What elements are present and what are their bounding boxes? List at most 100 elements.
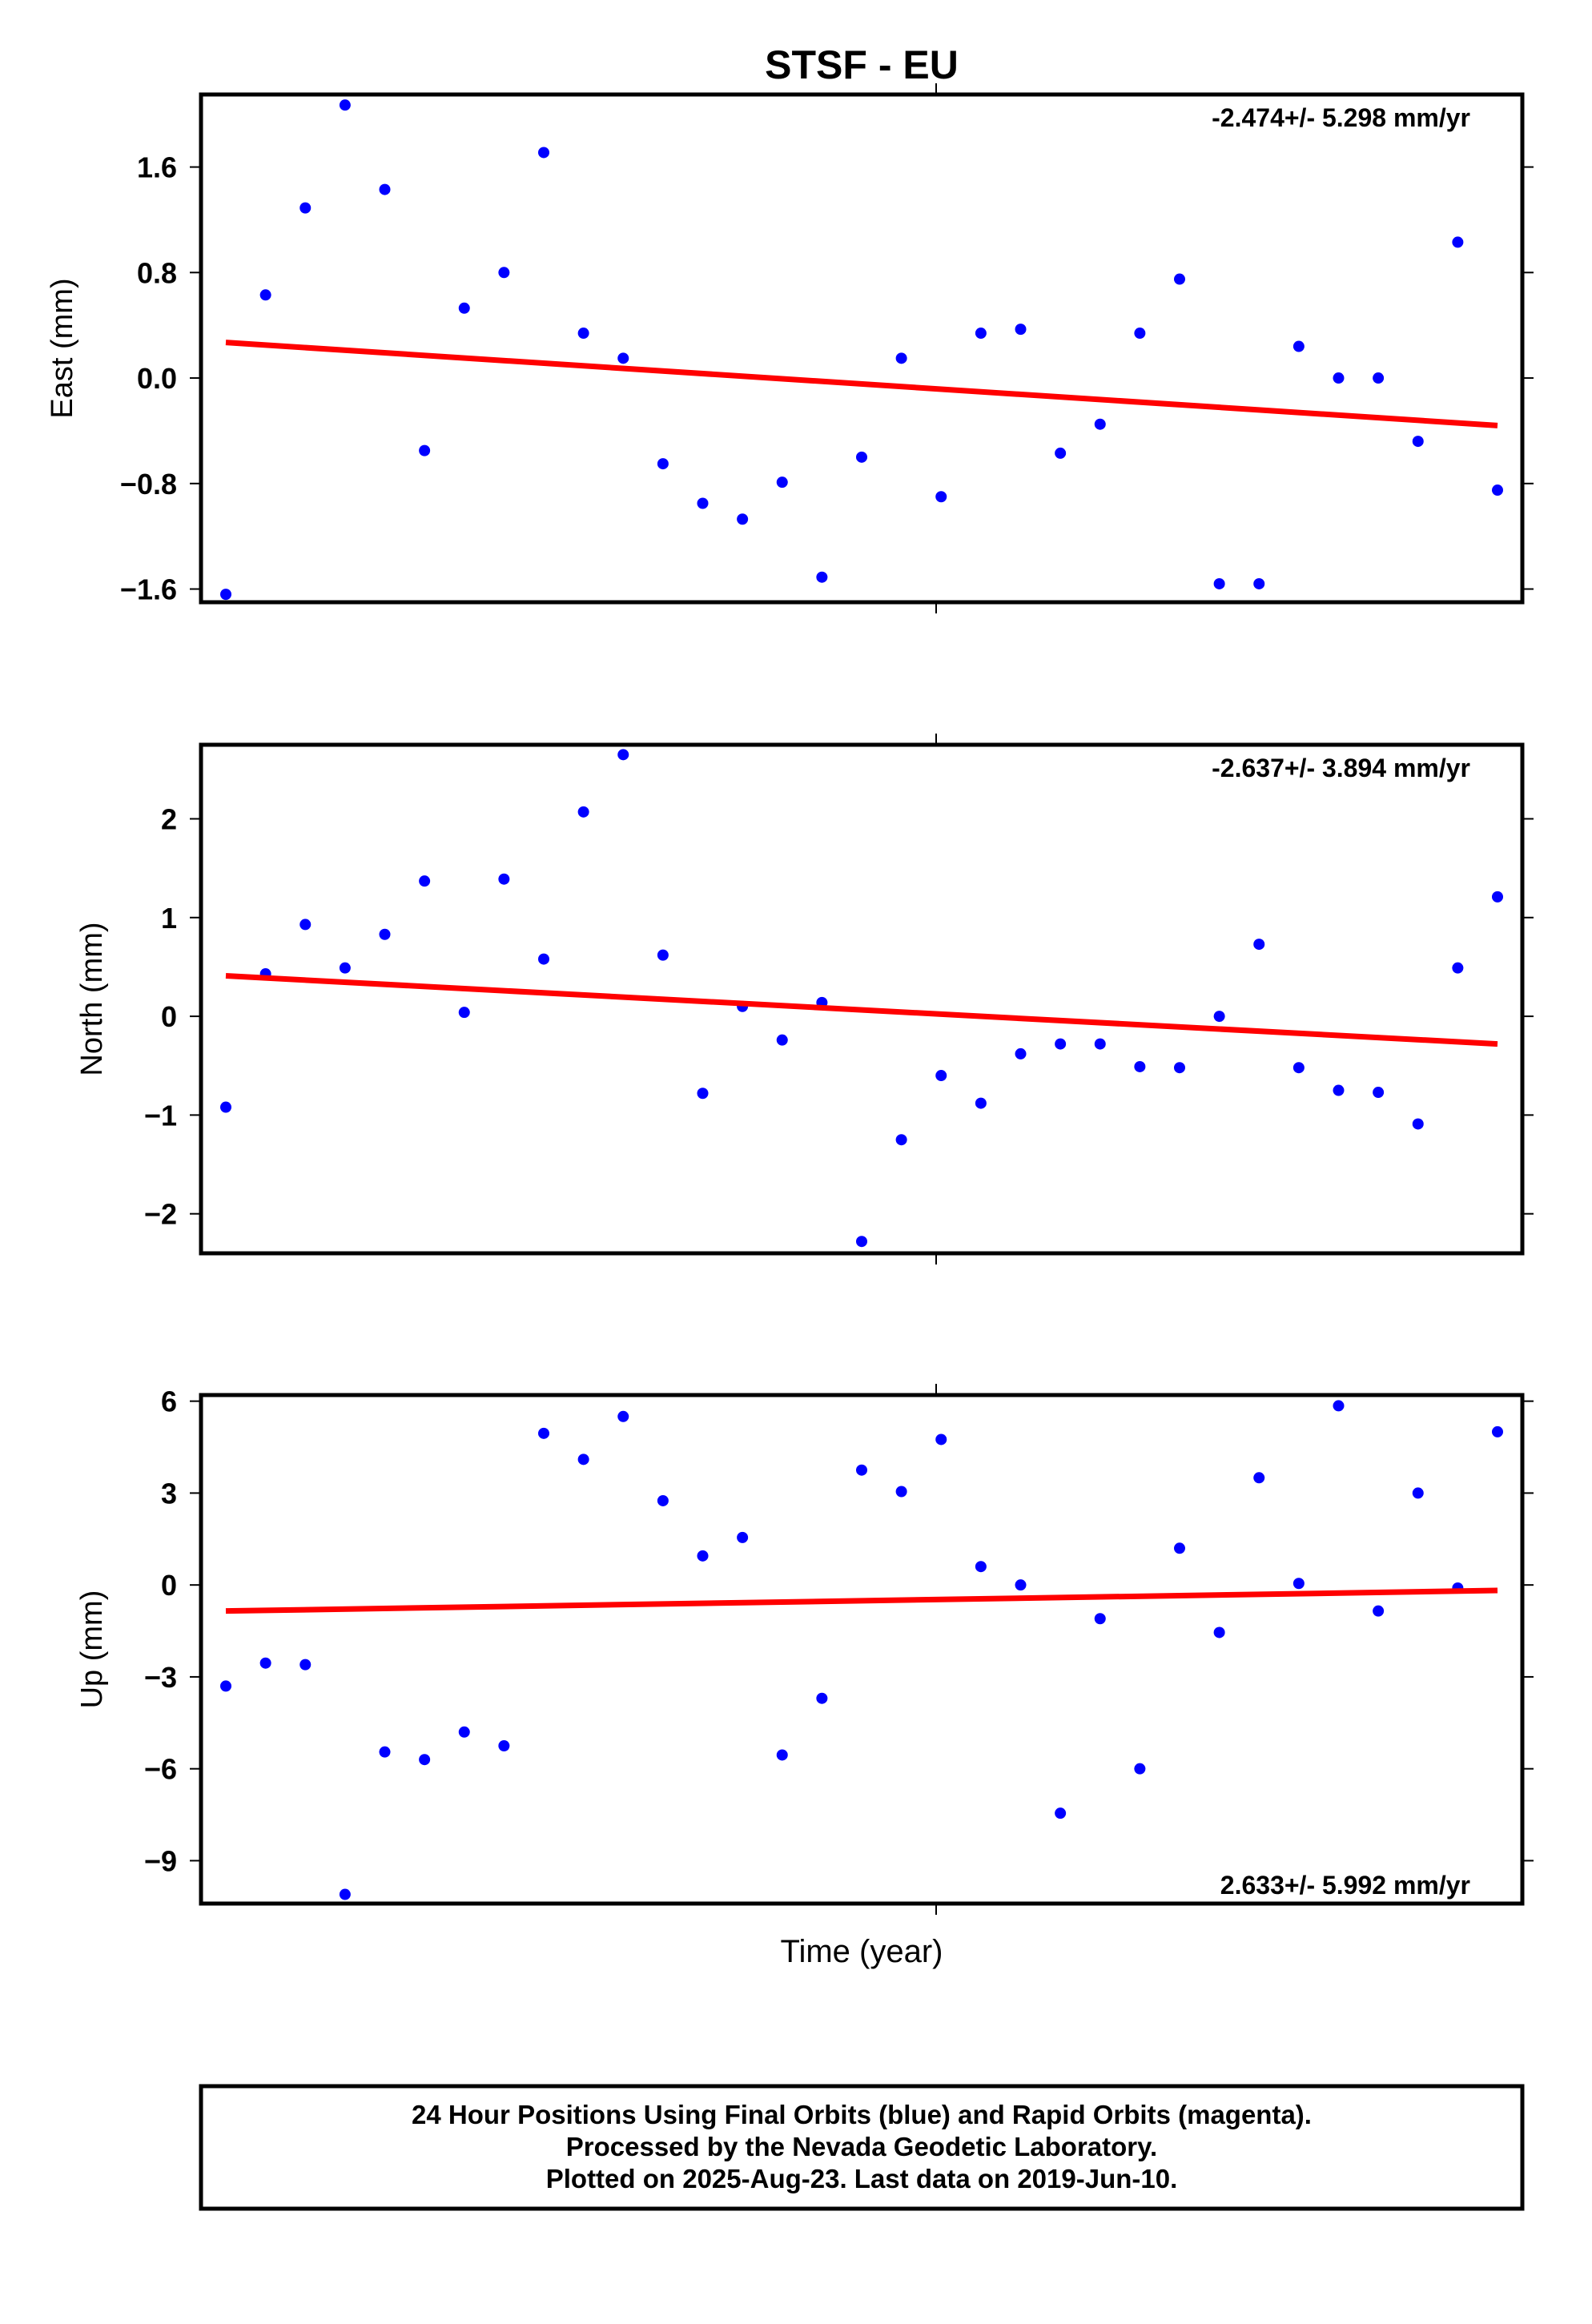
rate-label: -2.637+/- 3.894 mm/yr (1212, 754, 1470, 782)
data-point (339, 1888, 351, 1900)
data-point (458, 302, 470, 314)
data-point (419, 1754, 431, 1766)
data-point (220, 589, 231, 601)
data-point (895, 1134, 907, 1146)
y-axis-label: Up (mm) (75, 1590, 109, 1709)
y-axis-label: North (mm) (75, 922, 109, 1076)
data-point (856, 1236, 867, 1248)
data-point (617, 749, 629, 761)
y-tick-label: 6 (161, 1385, 177, 1418)
data-point (1213, 577, 1225, 589)
rate-label: 2.633+/- 5.992 mm/yr (1220, 1871, 1470, 1900)
data-point (498, 267, 510, 279)
data-point (697, 1550, 709, 1562)
y-tick-label: −0.8 (120, 468, 177, 501)
data-point (1174, 1062, 1185, 1074)
data-point (776, 1749, 788, 1761)
plot-frame (199, 1393, 1525, 1906)
y-tick-label: 0 (161, 1000, 177, 1033)
data-point (1333, 1084, 1345, 1096)
data-point (419, 444, 431, 456)
data-point (1094, 418, 1106, 430)
data-point (1253, 577, 1265, 589)
plot-frame (199, 92, 1525, 605)
data-point (300, 919, 312, 931)
data-point (617, 352, 629, 364)
data-point (1492, 1425, 1503, 1437)
data-point (498, 1739, 510, 1751)
data-point (498, 873, 510, 885)
data-point (1055, 447, 1067, 459)
data-point (617, 1410, 629, 1422)
y-tick-label: −1.6 (120, 573, 177, 606)
data-point (577, 806, 589, 818)
data-point (1094, 1613, 1106, 1625)
data-point (458, 1007, 470, 1019)
data-point (737, 1531, 749, 1543)
y-tick-label: 1 (161, 902, 177, 935)
data-point (697, 497, 709, 509)
data-point (1055, 1038, 1067, 1050)
data-point (816, 1692, 828, 1704)
footer-line-3: Plotted on 2025-Aug-23. Last data on 201… (546, 2164, 1178, 2193)
data-point (220, 1101, 231, 1113)
data-point (895, 1486, 907, 1498)
data-point (1333, 372, 1345, 384)
data-point (776, 476, 788, 489)
data-point (379, 183, 391, 195)
trend-line (225, 340, 1498, 428)
data-point (776, 1034, 788, 1046)
footer-line-2: Processed by the Nevada Geodetic Laborat… (566, 2132, 1157, 2161)
footer-line-1: 24 Hour Positions Using Final Orbits (bl… (412, 2100, 1312, 2129)
panel-east: 1.6 0.8 0.0 −0.8 −1.6 East (mm) -2.474+/- 5.29… (46, 83, 1534, 613)
data-point (1015, 1579, 1027, 1591)
data-point (577, 328, 589, 340)
data-point (856, 451, 867, 463)
data-point (1253, 1472, 1265, 1484)
data-point (419, 875, 431, 887)
trend-line (225, 1587, 1498, 1614)
data-point (1292, 1062, 1305, 1074)
y-tick-label: −9 (144, 1844, 177, 1877)
data-point (657, 1494, 669, 1506)
data-point (1452, 962, 1464, 974)
data-point (339, 962, 351, 974)
data-point (458, 1726, 470, 1738)
data-point (538, 953, 549, 965)
data-point (1134, 1060, 1146, 1072)
y-tick-label: 2 (161, 802, 177, 835)
data-point (1055, 1807, 1067, 1819)
data-point (300, 202, 312, 214)
data-point (1134, 328, 1146, 340)
y-tick-label: 1.6 (137, 151, 177, 184)
data-point (1134, 1763, 1146, 1775)
data-point (538, 1427, 549, 1439)
data-point (657, 458, 669, 470)
data-point (856, 1464, 867, 1476)
data-point (1174, 1542, 1185, 1554)
data-point (1373, 1087, 1385, 1099)
data-point (1015, 324, 1027, 336)
data-point (1292, 1578, 1305, 1590)
data-point (737, 513, 749, 525)
data-point (975, 1561, 987, 1573)
data-point (300, 1659, 312, 1671)
data-point (1174, 273, 1185, 285)
data-point (1253, 939, 1265, 951)
data-point (1373, 1605, 1385, 1617)
data-point (697, 1088, 709, 1100)
data-point (1492, 891, 1503, 903)
y-tick-label: 0 (161, 1569, 177, 1602)
data-point (1452, 236, 1464, 248)
data-point (1412, 436, 1424, 448)
data-point (935, 1070, 947, 1082)
data-point (1373, 372, 1385, 384)
y-tick-label: −1 (144, 1099, 177, 1132)
data-point (975, 1097, 987, 1109)
data-point (379, 1746, 391, 1758)
y-axis-label: East (mm) (46, 278, 79, 418)
footer-frame (199, 2084, 1525, 2211)
data-point (1213, 1626, 1225, 1638)
data-point (339, 99, 351, 111)
